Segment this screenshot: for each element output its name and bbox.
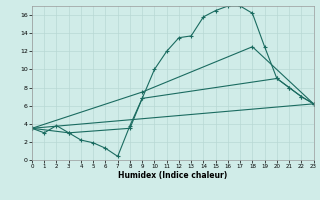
X-axis label: Humidex (Indice chaleur): Humidex (Indice chaleur) bbox=[118, 171, 228, 180]
